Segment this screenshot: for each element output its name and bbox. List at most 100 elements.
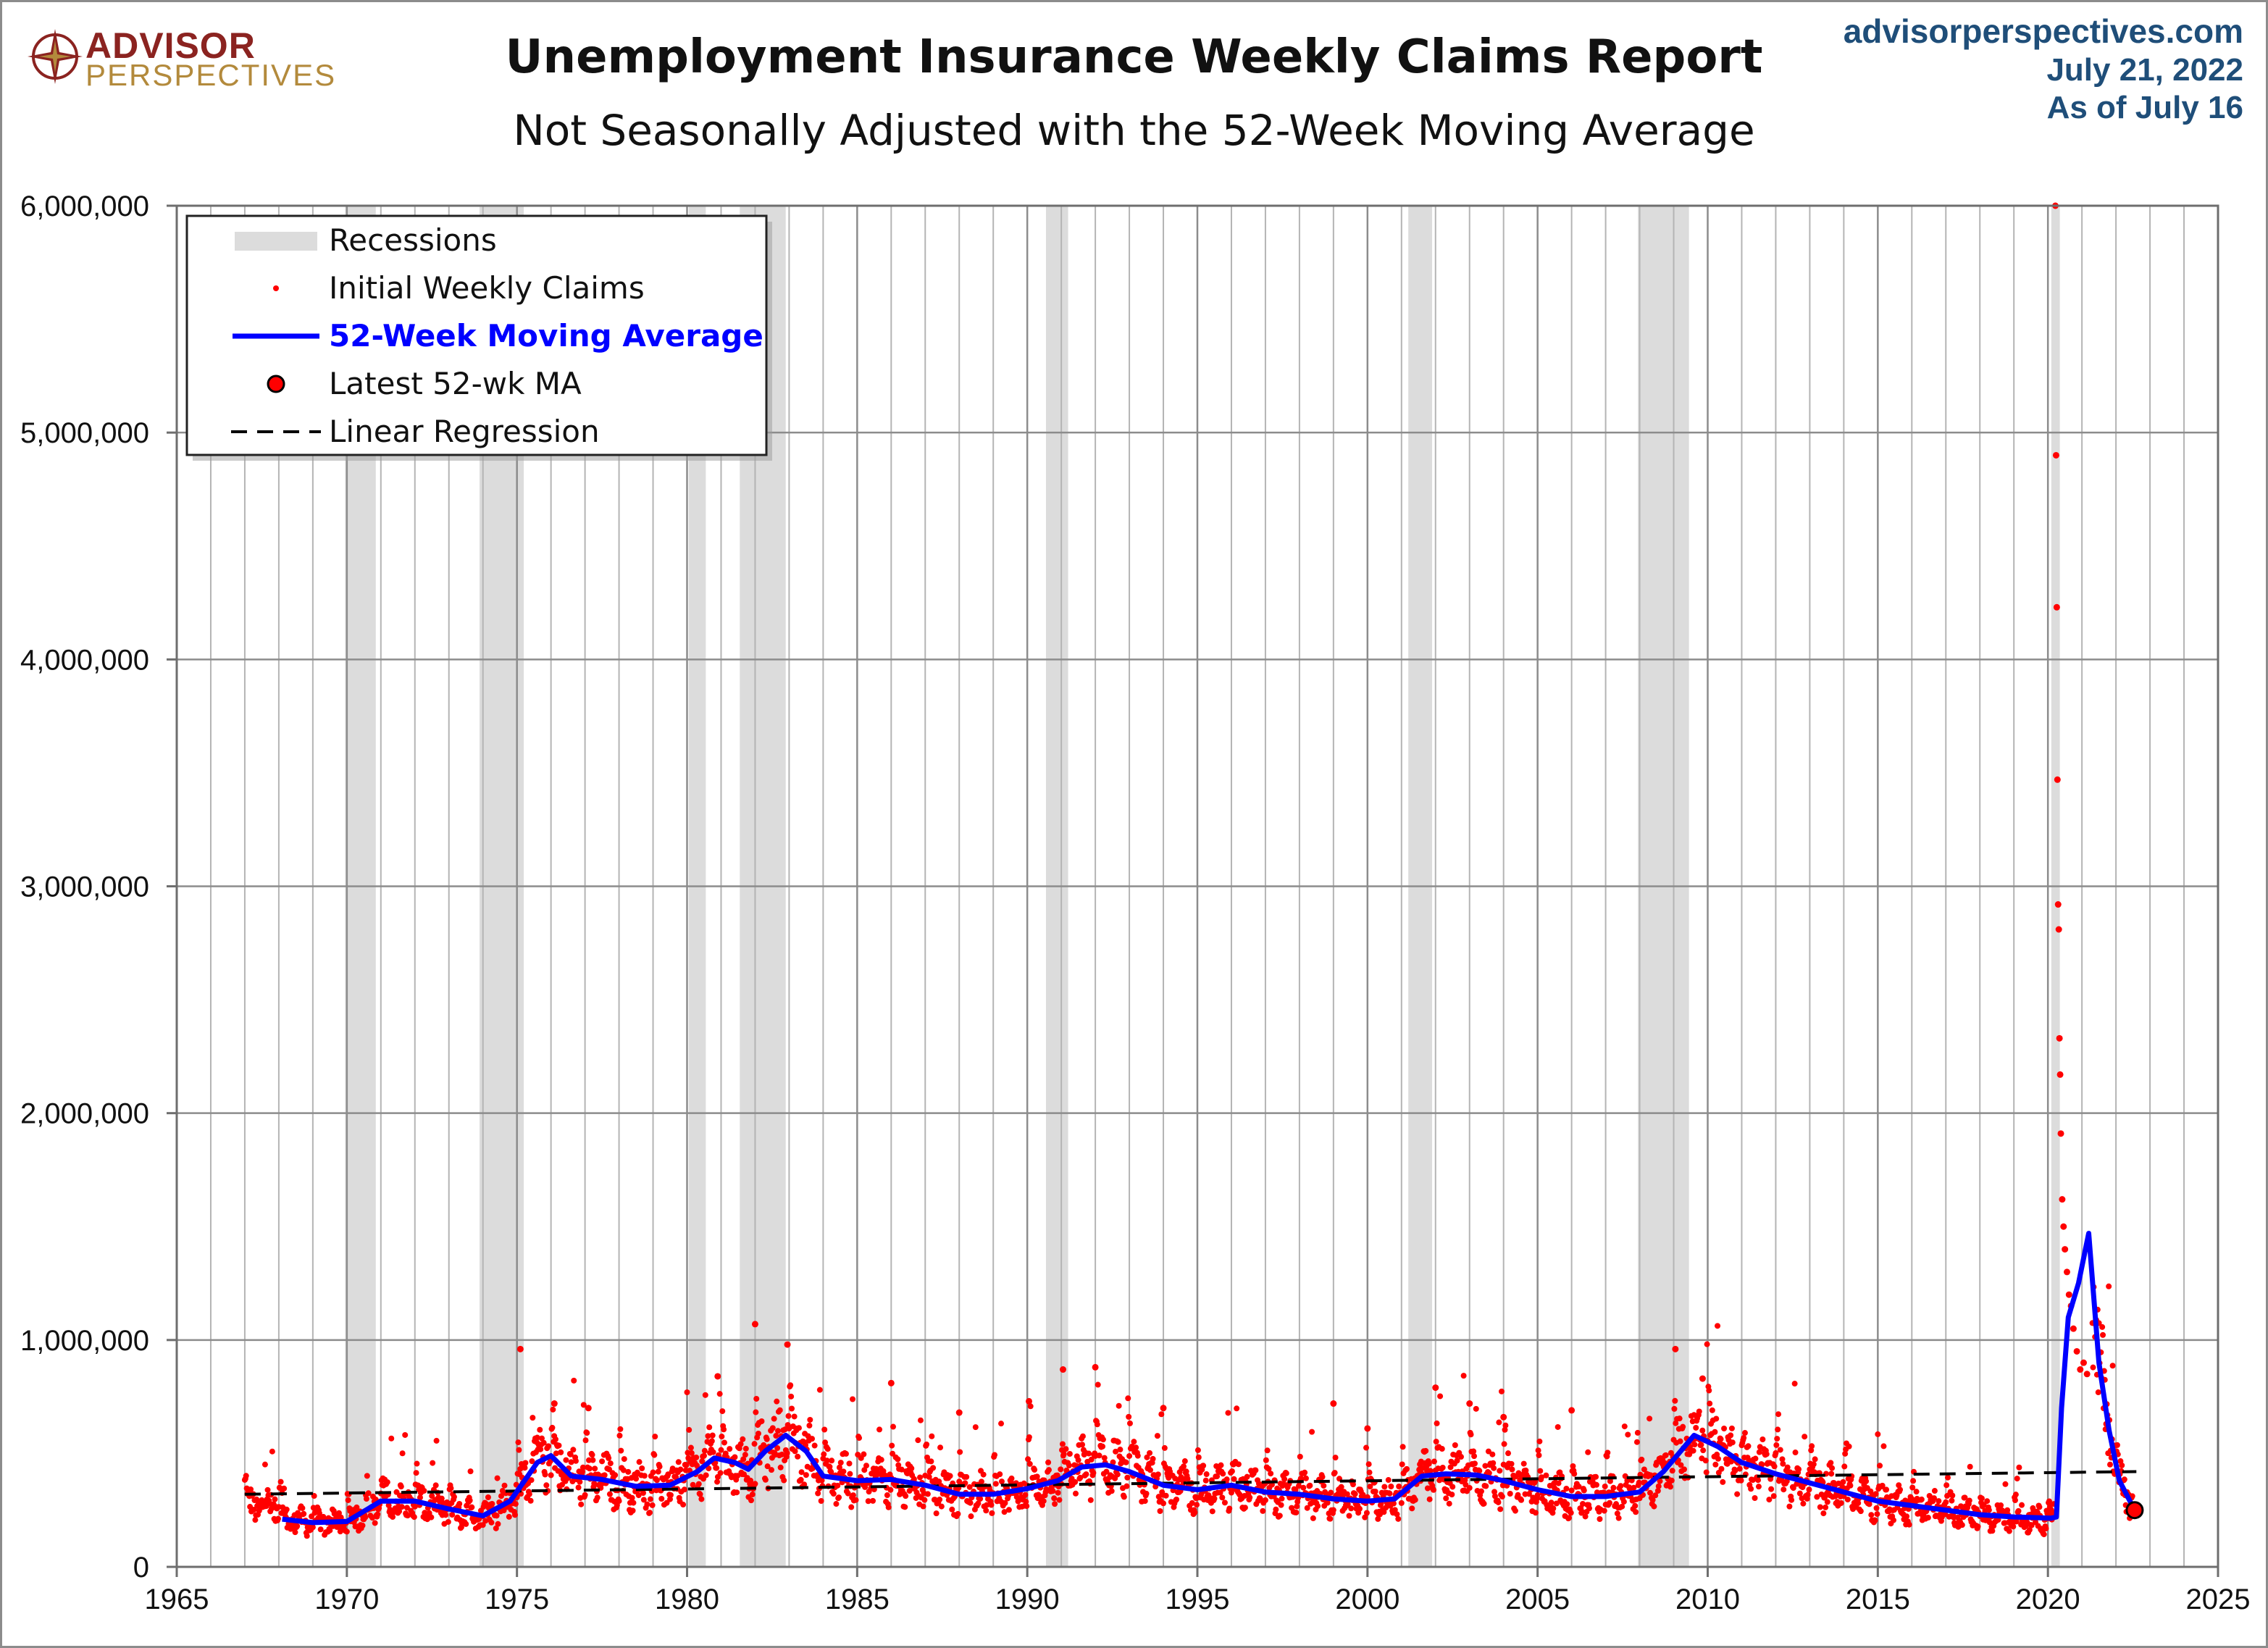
claim-point <box>658 1495 665 1502</box>
claim-point <box>1385 1477 1392 1484</box>
claim-point <box>1328 1489 1334 1496</box>
claim-point <box>1446 1500 1452 1507</box>
claim-point <box>1002 1499 1008 1506</box>
claim-point <box>1879 1482 1886 1489</box>
claim-point <box>1052 1501 1058 1507</box>
claim-point <box>404 1513 411 1519</box>
claim-point <box>456 1500 463 1507</box>
claim-point <box>856 1435 863 1442</box>
claim-point <box>413 1470 419 1476</box>
claim-point <box>1836 1480 1842 1486</box>
claim-point <box>1913 1489 1920 1495</box>
claim-point <box>2041 1531 2047 1538</box>
claim-point <box>1437 1393 1444 1400</box>
claim-point <box>1121 1494 1127 1500</box>
claim-point <box>1820 1510 1827 1517</box>
claim-point <box>926 1473 932 1480</box>
source-site: advisorperspectives.com <box>1843 12 2243 50</box>
claim-point <box>878 1457 884 1463</box>
claim-point <box>787 1382 794 1389</box>
claim-point <box>861 1467 868 1473</box>
claim-point <box>1045 1459 1052 1465</box>
claim-point <box>345 1497 351 1503</box>
claim-point <box>571 1377 577 1384</box>
claim-point <box>1668 1477 1675 1484</box>
claim-point <box>924 1441 930 1447</box>
claim-point <box>861 1451 867 1457</box>
claim-point <box>317 1526 324 1533</box>
claim-point <box>836 1464 842 1471</box>
claim-point <box>1005 1507 1012 1513</box>
claim-point <box>845 1490 851 1497</box>
claim-point <box>1463 1481 1469 1488</box>
claim-point <box>1619 1503 1625 1510</box>
claim-point <box>1755 1484 1762 1490</box>
claim-point <box>1432 1384 1439 1392</box>
claim-point <box>414 1460 420 1467</box>
claim-point <box>1273 1506 1279 1513</box>
claim-point <box>667 1492 674 1498</box>
claim-point <box>1537 1468 1544 1474</box>
claim-point <box>924 1491 931 1497</box>
claim-point <box>706 1465 712 1472</box>
claim-point <box>721 1439 727 1446</box>
claim-point <box>1366 1469 1373 1476</box>
claim-point <box>527 1497 534 1504</box>
claim-point <box>824 1446 831 1452</box>
claim-point <box>1872 1517 1878 1523</box>
claim-point <box>1027 1403 1034 1410</box>
claim-point <box>834 1482 841 1489</box>
claim-point <box>522 1465 528 1471</box>
claim-point <box>1363 1510 1370 1516</box>
claim-point <box>1699 1375 1706 1382</box>
claim-point <box>734 1489 740 1496</box>
claim-point <box>1100 1436 1106 1443</box>
claim-point <box>1268 1471 1274 1477</box>
claim-point <box>1553 1500 1560 1507</box>
claim-point <box>1101 1455 1108 1461</box>
claim-point <box>2026 1526 2033 1533</box>
claim-point <box>697 1491 703 1497</box>
claim-point <box>2015 1507 2022 1514</box>
claim-point <box>1026 1434 1032 1440</box>
claim-point <box>915 1437 921 1444</box>
claim-point <box>338 1514 344 1521</box>
claim-point <box>2055 926 2062 933</box>
claim-point <box>606 1491 613 1497</box>
claim-point <box>578 1501 585 1507</box>
x-tick-label: 2005 <box>1505 1584 1570 1615</box>
claim-point <box>1673 1420 1679 1426</box>
claim-point <box>1144 1454 1150 1460</box>
claim-point <box>1304 1505 1310 1511</box>
claim-point <box>1534 1492 1541 1498</box>
claim-point <box>863 1463 869 1469</box>
claim-point <box>1662 1452 1669 1458</box>
claim-point <box>695 1481 702 1487</box>
claim-point <box>1502 1422 1509 1429</box>
claim-point <box>501 1482 508 1489</box>
claim-point <box>1131 1439 1137 1445</box>
claim-point <box>1310 1515 1316 1521</box>
claim-point <box>1671 1405 1678 1412</box>
claim-point <box>710 1449 716 1455</box>
claim-point <box>1471 1460 1478 1467</box>
claim-point <box>1211 1495 1218 1502</box>
claim-point <box>1324 1499 1331 1506</box>
claim-point <box>699 1458 706 1465</box>
claim-point <box>853 1497 859 1503</box>
claim-point <box>824 1457 830 1464</box>
claim-point <box>1219 1494 1226 1501</box>
claim-point <box>1518 1497 1525 1503</box>
claim-point <box>327 1527 333 1534</box>
claim-point <box>1134 1452 1141 1459</box>
claim-point <box>714 1373 721 1380</box>
claim-point <box>1676 1415 1683 1422</box>
claim-point <box>980 1471 987 1478</box>
claim-point <box>1462 1477 1468 1484</box>
claim-point <box>353 1504 360 1510</box>
claim-point <box>485 1494 491 1501</box>
claim-point <box>781 1477 787 1484</box>
claim-point <box>1319 1473 1326 1480</box>
claim-point <box>972 1424 979 1431</box>
x-tick-label: 2025 <box>2186 1584 2251 1615</box>
